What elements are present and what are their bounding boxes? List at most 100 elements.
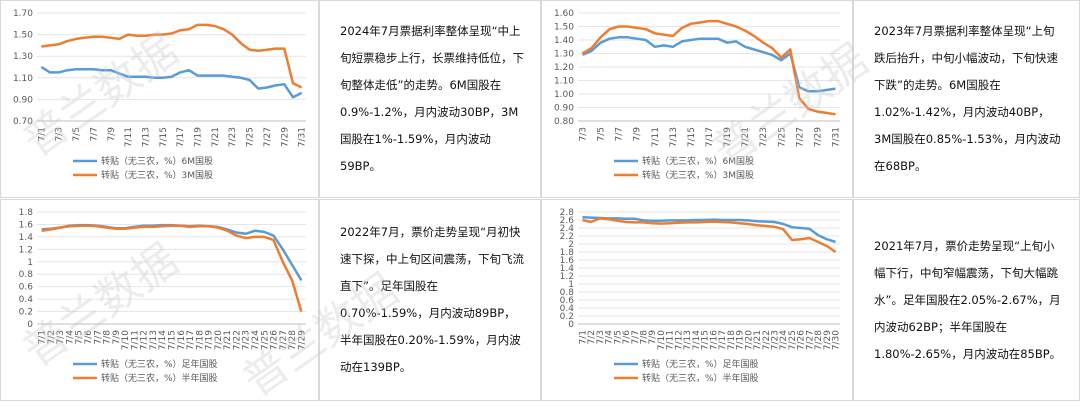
- y-tick-label: 1.2: [19, 245, 33, 255]
- x-tick-label: 7/23: [228, 127, 238, 147]
- x-tick-label: 7/3: [55, 127, 65, 141]
- y-tick-label: 1.10: [554, 77, 574, 87]
- chart-panel: 0.70 0.90 1.10 1.30 1.50 1.70 7/1 7/3 7/5 7/7 7/9 7…: [0, 0, 319, 198]
- x-tick-label: 7/9: [107, 127, 117, 142]
- x-tick-label: 7/3: [579, 127, 589, 141]
- y-tick-label: 1.00: [554, 90, 574, 100]
- x-tick-label: 7/27: [263, 127, 273, 147]
- x-tick-label: 7/27: [805, 330, 815, 350]
- x-tick-label: 7/6: [622, 330, 632, 345]
- x-tick-label: 7/17: [186, 330, 196, 350]
- x-tick-label: 7/5: [72, 127, 82, 141]
- x-tick-label: 7/26: [270, 330, 280, 350]
- x-tick-label: 7/16: [709, 330, 719, 350]
- x-tick-label: 7/1: [38, 330, 48, 344]
- x-tick-label: 7/24: [779, 330, 789, 350]
- x-tick-label: 7/18: [727, 330, 737, 350]
- y-tick-label: 1.4: [19, 233, 34, 243]
- x-tick-label: 7/15: [168, 330, 178, 350]
- legend-label: 转贴（无三农，%）半年国股: [101, 372, 218, 384]
- y-tick-label: 1.4: [560, 264, 575, 274]
- legend-label: 转贴（无三农，%）6M国股: [101, 155, 213, 167]
- y-tick-label: 0: [568, 320, 574, 330]
- x-tick-label: 7/8: [640, 330, 650, 345]
- x-tick-label: 7/29: [297, 330, 307, 350]
- series-line: [40, 65, 303, 99]
- y-tick-label: 2.6: [560, 216, 575, 226]
- x-tick-label: 7/7: [615, 127, 625, 141]
- y-tick-label: 1.2: [560, 272, 574, 282]
- x-tick-label: 7/18: [195, 330, 205, 350]
- x-tick-label: 7/22: [762, 330, 772, 350]
- chart: 0.80 0.90 1.00 1.10 1.20 1.30 1.40 1.50 1.60 7/3 7…: [554, 9, 842, 181]
- x-tick-label: 7/20: [744, 330, 754, 350]
- y-tick-label: 1.40: [554, 36, 574, 46]
- x-tick-label: 7/7: [89, 127, 99, 141]
- x-tick-label: 7/27: [279, 330, 289, 350]
- y-tick-label: 1.8: [560, 248, 575, 258]
- y-tick-label: 0.4: [560, 304, 575, 314]
- series-line: [41, 23, 303, 89]
- x-tick-label: 7/31: [831, 127, 841, 147]
- commentary: 2023年7月票据利率整体呈现“上旬跌后抬升，中旬小幅波动，下旬快速下跌”的走势…: [874, 24, 1061, 173]
- text-panel: 2023年7月票据利率整体呈现“上旬跌后抬升，中旬小幅波动，下旬快速下跌”的走势…: [853, 0, 1080, 198]
- x-tick-label: 7/9: [112, 330, 122, 345]
- x-tick-label: 7/19: [194, 127, 204, 147]
- x-tick-label: 7/7: [93, 330, 103, 344]
- x-tick-label: 7/19: [723, 127, 733, 147]
- x-tick-label: 7/6: [84, 330, 94, 345]
- y-tick-label: 0.6: [19, 283, 34, 293]
- chart: 00.20.40.60.811.21.41.61.87/1 7/2 7/3 7/4 7/…: [19, 208, 308, 384]
- x-tick-label: 7/2: [47, 330, 57, 344]
- x-tick-label: 7/29: [280, 127, 290, 147]
- x-tick-label: 7/4: [65, 330, 75, 345]
- x-tick-label: 7/13: [669, 127, 679, 147]
- x-tick-label: 7/10: [121, 330, 131, 350]
- x-tick-label: 7/23: [242, 330, 252, 350]
- x-tick-label: 7/13: [683, 330, 693, 350]
- x-tick-label: 7/25: [777, 127, 787, 147]
- legend-label: 转贴（无三农，%）6M国股: [642, 155, 754, 167]
- y-tick-label: 1.6: [19, 220, 34, 230]
- x-tick-label: 7/20: [214, 330, 224, 350]
- y-tick-label: 0.2: [560, 312, 574, 322]
- chart-panel: 0.80 0.90 1.00 1.10 1.20 1.30 1.40 1.50 1.60 7/3 7…: [541, 0, 853, 198]
- x-tick-label: 7/12: [140, 330, 150, 350]
- x-tick-label: 7/10: [657, 330, 667, 350]
- x-tick-label: 7/11: [130, 330, 140, 350]
- x-tick-label: 7/26: [797, 330, 807, 350]
- series-line: [581, 19, 836, 116]
- y-tick-label: 1.60: [554, 9, 574, 19]
- x-tick-label: 7/19: [736, 330, 746, 350]
- x-tick-label: 7/24: [251, 330, 261, 350]
- legend-label: 转贴（无三农，%）3M国股: [642, 169, 754, 181]
- legend-label: 转贴（无三农，%）足年国股: [101, 358, 218, 370]
- series-line: [582, 215, 836, 244]
- x-tick-label: 7/15: [701, 330, 711, 350]
- y-tick-label: 1.6: [560, 256, 575, 266]
- x-tick-label: 7/19: [205, 330, 215, 350]
- x-tick-label: 7/15: [687, 127, 697, 147]
- x-tick-label: 7/1: [578, 330, 588, 344]
- x-tick-label: 7/23: [759, 127, 769, 147]
- legend-label: 转贴（无三农，%）半年国股: [642, 372, 759, 384]
- y-tick-label: 0.90: [554, 104, 574, 114]
- y-tick-label: 1.10: [13, 74, 33, 84]
- y-tick-label: 2.8: [560, 208, 575, 218]
- y-tick-label: 0.6: [560, 296, 575, 306]
- x-tick-label: 7/25: [788, 330, 798, 350]
- x-tick-label: 7/25: [246, 127, 256, 147]
- x-tick-label: 7/2: [587, 330, 597, 344]
- x-tick-label: 7/28: [288, 330, 298, 350]
- x-tick-label: 7/17: [176, 127, 186, 147]
- chart: 00.20.40.60.811.21.41.61.822.22.42.62.8 7…: [560, 208, 842, 384]
- commentary: 2022年7月，票价走势呈现“月初快速下探，中上旬区间震荡，下旬飞流直下”。足年…: [340, 225, 524, 374]
- y-tick-label: 1.8: [19, 208, 34, 218]
- series-line: [41, 224, 303, 312]
- x-tick-label: 7/5: [75, 330, 85, 344]
- x-tick-label: 7/11: [124, 127, 134, 147]
- y-tick-label: 1.30: [554, 50, 574, 60]
- x-tick-label: 7/5: [597, 127, 607, 141]
- y-tick-label: 1: [27, 258, 33, 268]
- commentary: 2024年7月票据利率整体呈现“中上旬短票稳步上行，长票维持低位，下旬整体走低”…: [340, 24, 524, 173]
